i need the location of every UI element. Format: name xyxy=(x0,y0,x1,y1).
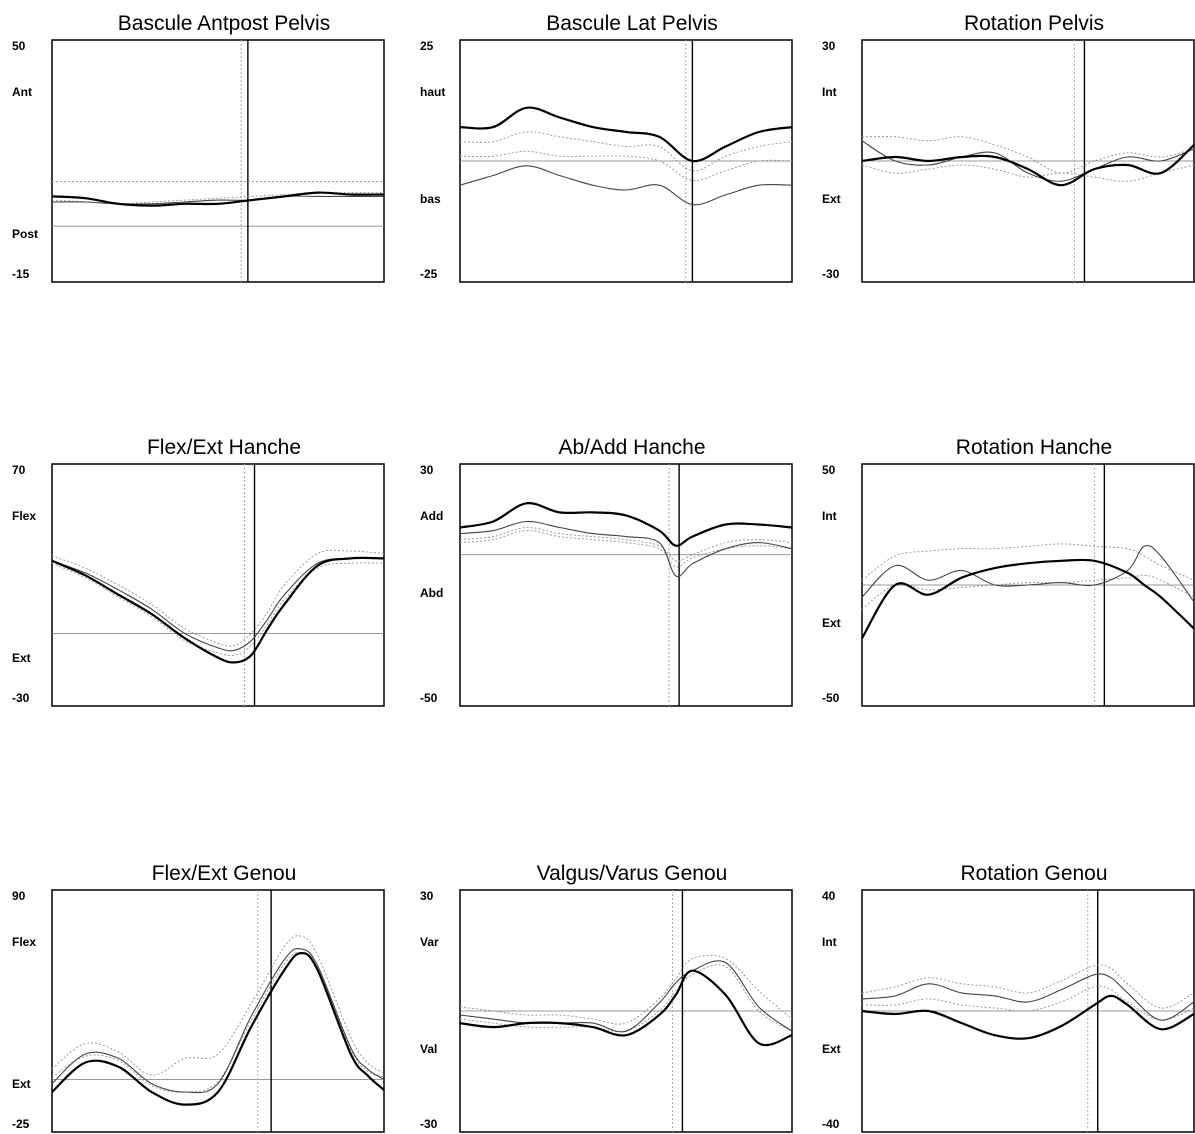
series-line-dotted xyxy=(861,543,1195,581)
y-axis-label-upper: Int xyxy=(822,85,837,99)
chart-panel: Rotation Hanche 50 Int Ext -50 xyxy=(822,436,1195,707)
series-line-bold xyxy=(51,951,385,1106)
series-line-bold xyxy=(861,994,1195,1040)
series-line-thin xyxy=(51,557,385,652)
y-axis-label-bottom: -15 xyxy=(12,267,30,281)
chart-title: Bascule Antpost Pelvis xyxy=(117,12,331,35)
series-line-thin xyxy=(459,165,793,206)
y-axis-label-lower: Abd xyxy=(420,585,444,600)
series-line-thin xyxy=(459,520,793,578)
series-line-dotted xyxy=(459,954,793,1025)
y-axis-label-top: 90 xyxy=(12,889,26,903)
y-axis-label-upper: Int xyxy=(822,509,837,523)
y-axis-label-upper: Flex xyxy=(12,935,37,949)
series-line-dotted xyxy=(459,131,793,172)
series-line-bold xyxy=(459,106,793,163)
chart-plot xyxy=(459,889,793,1133)
series-line-dotted xyxy=(459,150,793,182)
chart-title: Flex/Ext Genou xyxy=(151,862,297,885)
y-axis-label-lower: bas xyxy=(420,192,441,206)
series-line-bold xyxy=(51,556,385,664)
chart-plot xyxy=(861,889,1195,1133)
y-axis-label-top: 30 xyxy=(822,39,836,53)
chart-title: Rotation Genou xyxy=(960,862,1108,885)
chart-title: Rotation Hanche xyxy=(955,436,1113,459)
series-line-dotted xyxy=(51,549,385,647)
chart-panel: Rotation Pelvis 30 Int Ext -30 xyxy=(822,12,1195,283)
series-line-dotted xyxy=(459,964,793,1033)
y-axis-label-top: 70 xyxy=(12,463,26,477)
series-line-bold xyxy=(861,144,1195,187)
y-axis-label-lower: Ext xyxy=(12,651,31,665)
plot-frame xyxy=(459,463,793,707)
chart-panel: Bascule Lat Pelvis 25 haut bas -25 xyxy=(420,12,793,283)
series-line-thin xyxy=(861,140,1195,182)
chart-plot xyxy=(861,39,1195,283)
chart-panel: Ab/Add Hanche 30 Add Abd -50 xyxy=(420,436,793,707)
y-axis-label-bottom: -25 xyxy=(420,267,438,281)
series-line-dotted xyxy=(861,964,1195,1009)
chart-plot xyxy=(459,463,793,707)
y-axis-label-bottom: -30 xyxy=(822,267,840,281)
series-line-dotted xyxy=(51,952,385,1093)
chart-panel: Bascule Antpost Pelvis 50 Ant Post -15 xyxy=(12,12,385,283)
y-axis-label-upper: haut xyxy=(420,85,446,99)
y-axis-label-bottom: -50 xyxy=(822,691,840,705)
series-line-bold xyxy=(861,558,1195,639)
y-axis-label-bottom: -50 xyxy=(420,691,438,705)
y-axis-label-top: 30 xyxy=(420,463,434,477)
y-axis-label-bottom: -30 xyxy=(12,691,30,705)
series-line-thin xyxy=(861,544,1195,603)
series-line-dotted xyxy=(459,530,793,568)
chart-plot xyxy=(459,39,793,283)
y-axis-label-top: 25 xyxy=(420,39,434,53)
y-axis-label-top: 40 xyxy=(822,889,836,903)
chart-plot xyxy=(51,39,385,283)
series-line-dotted xyxy=(861,985,1195,1021)
y-axis-label-top: 30 xyxy=(420,889,434,903)
series-line-thin xyxy=(861,973,1195,1021)
y-axis-label-upper: Flex xyxy=(12,509,37,523)
series-line-bold xyxy=(459,969,793,1047)
chart-plot xyxy=(51,463,385,707)
chart-title: Ab/Add Hanche xyxy=(558,436,706,459)
plot-frame xyxy=(51,39,385,283)
y-axis-label-lower: Ext xyxy=(822,192,841,206)
y-axis-label-upper: Var xyxy=(420,935,439,949)
y-axis-label-lower: Ext xyxy=(822,1042,841,1056)
y-axis-label-upper: Int xyxy=(822,935,837,949)
chart-panel: Flex/Ext Genou 90 Flex Ext -25 xyxy=(12,862,385,1133)
y-axis-label-lower: Val xyxy=(420,1042,438,1056)
series-line-dotted xyxy=(51,935,385,1076)
series-line-dotted xyxy=(51,562,385,657)
y-axis-label-upper: Ant xyxy=(12,85,32,99)
series-line-thin xyxy=(51,947,385,1094)
series-line-bold xyxy=(459,502,793,547)
chart-title: Flex/Ext Hanche xyxy=(146,436,302,459)
chart-panel: Flex/Ext Hanche 70 Flex Ext -30 xyxy=(12,436,385,707)
series-line-dotted xyxy=(459,526,793,562)
y-axis-label-lower: Ext xyxy=(12,1077,31,1091)
chart-title: Bascule Lat Pelvis xyxy=(546,12,718,35)
chart-panel: Rotation Genou 40 Int Ext -40 xyxy=(822,862,1195,1133)
y-axis-label-top: 50 xyxy=(822,463,836,477)
series-line-dotted xyxy=(861,164,1195,182)
y-axis-label-lower: Post xyxy=(12,227,39,241)
series-line-dotted xyxy=(861,574,1195,610)
series-line-bold xyxy=(51,191,385,207)
series-line-dotted xyxy=(861,135,1195,174)
chart-plot xyxy=(861,463,1195,707)
chart-panel: Valgus/Varus Genou 30 Var Val -30 xyxy=(420,862,793,1133)
plot-frame xyxy=(51,463,385,707)
chart-title: Valgus/Varus Genou xyxy=(536,862,728,885)
y-axis-label-top: 50 xyxy=(12,39,26,53)
y-axis-label-lower: Ext xyxy=(822,616,841,630)
y-axis-label-upper: Add xyxy=(420,509,444,523)
chart-plot xyxy=(51,889,385,1133)
chart-title: Rotation Pelvis xyxy=(963,12,1105,35)
